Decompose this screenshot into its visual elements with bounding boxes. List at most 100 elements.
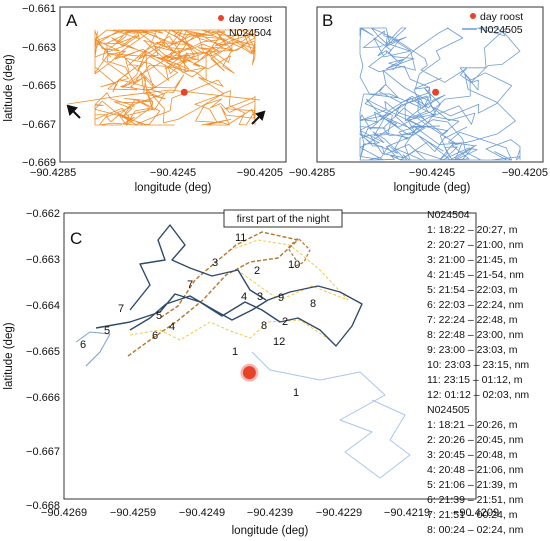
panel-a-legend-roost-label: day roost xyxy=(229,13,272,25)
panel-b-day-roost xyxy=(432,88,440,96)
panel-c-track-6 xyxy=(75,331,111,367)
panel-c-xtick: −90.4269 xyxy=(41,507,87,519)
segment-label: 4 xyxy=(169,321,175,333)
panel-c-title-box xyxy=(223,209,343,228)
panel-c-xtick: −90.4249 xyxy=(179,507,225,519)
panel-a-xlabel: longitude (deg) xyxy=(135,182,212,194)
panel-c: C first part of the night −0.662 −0.663 … xyxy=(3,208,529,537)
panel-c-track-1 xyxy=(251,351,411,479)
panel-c-letter: C xyxy=(70,229,82,248)
segment-label: 6 xyxy=(80,339,86,351)
panel-c-track-n024505-b xyxy=(129,224,267,311)
panel-c-xtick: −90.4259 xyxy=(110,507,156,519)
panel-a-ytick: −0.665 xyxy=(22,80,56,92)
panel-a-legend-track-label: N024504 xyxy=(229,27,272,39)
panel-c-ytick: −0.668 xyxy=(26,500,60,512)
panel-a-ytick: −0.669 xyxy=(22,157,56,169)
segment-label: 8 xyxy=(261,320,267,332)
info-entry: 8: 00:24 – 02:24, nm xyxy=(427,524,524,536)
segment-labels-n024505: 1 1 2 3 4 5 6 7 8 xyxy=(80,291,316,399)
panel-b-frame xyxy=(316,6,544,163)
segment-label: 7 xyxy=(118,303,124,315)
panel-b-legend-roost-label: day roost xyxy=(480,11,523,23)
segment-label: 3 xyxy=(212,257,218,269)
segment-labels-n024504: 2 3 4 5 6 7 8 9 10 11 12 xyxy=(152,232,300,348)
segment-label: 1 xyxy=(232,346,238,358)
panel-c-track-n024504 xyxy=(127,231,299,357)
info-entry: 2: 20:26 – 20:45, nm xyxy=(427,434,524,446)
info-entry: 4: 20:48 – 21:06, nm xyxy=(427,464,524,476)
panel-c-track-light-2 xyxy=(229,239,349,301)
panel-a-day-roost xyxy=(180,88,188,96)
panel-a-track xyxy=(94,29,256,126)
panel-c-ytick: −0.666 xyxy=(26,392,60,404)
segment-label: 3 xyxy=(257,291,263,303)
info-entry: 7: 21:51 – 00:24, m xyxy=(427,509,518,521)
panel-c-ytick: −0.663 xyxy=(26,254,60,266)
info-entry: 3: 20:45 – 20:48, m xyxy=(427,449,518,461)
tracks-layer xyxy=(67,27,521,479)
info-heading-n024505: N024505 xyxy=(427,404,470,416)
arrow-icon xyxy=(66,104,81,119)
segment-label: 7 xyxy=(187,279,193,291)
panel-c-track-light xyxy=(129,319,331,341)
info-entry: 10: 23:03 – 23:15, nm xyxy=(427,359,529,371)
panel-a-ytick: −0.667 xyxy=(22,119,56,131)
panel-c-frame xyxy=(63,212,477,500)
info-heading-n024504: N024504 xyxy=(427,209,470,221)
panel-b-xtick: −90.4245 xyxy=(409,167,455,179)
segment-label: 6 xyxy=(152,330,158,342)
panel-c-xtick: −90.4239 xyxy=(247,507,293,519)
panel-c-xlabel: longitude (deg) xyxy=(232,525,309,537)
info-entry: 6: 21:39 – 21:51, nm xyxy=(427,494,524,506)
info-entry: 12: 01:12 – 02:03, nm xyxy=(427,389,529,401)
panel-b: B −90.4285 −90.4245 −90.4205 longitude (… xyxy=(289,6,548,194)
info-entry: 11: 23:15 – 01:12, m xyxy=(427,374,523,386)
segment-label: 8 xyxy=(310,298,316,310)
segment-label: 5 xyxy=(104,325,110,337)
panel-c-ytick: −0.665 xyxy=(26,346,60,358)
panel-b-letter: B xyxy=(322,11,333,30)
panel-c-track-10 xyxy=(287,237,311,269)
panel-a-ytick: −0.663 xyxy=(22,42,56,54)
info-entry: 6: 22:03 – 22:24, nm xyxy=(427,299,524,311)
panel-c-xtick: −90.4229 xyxy=(316,507,362,519)
panel-b-xtick: −90.4205 xyxy=(502,167,548,179)
panel-c-track-n024505 xyxy=(95,285,363,347)
panel-c-ytick: −0.664 xyxy=(26,300,60,312)
panel-a-letter: A xyxy=(66,11,78,30)
panel-a: A −0.661 −0.663 −0.665 −0.667 −0.669 −90… xyxy=(3,3,287,194)
segment-label: 9 xyxy=(278,292,284,304)
info-list: N024504 1: 18:22 – 20:27, m 2: 20:27 – 2… xyxy=(427,209,529,536)
segment-label: 4 xyxy=(241,291,247,303)
panel-b-xtick: −90.4285 xyxy=(289,167,335,179)
info-entry: 4: 21:45 – 21-54, nm xyxy=(427,269,524,281)
info-entry: 8: 22:48 – 23:00, nm xyxy=(427,329,524,341)
panel-a-ytick: −0.661 xyxy=(22,3,56,15)
panel-b-track xyxy=(359,27,521,161)
info-entry: 9: 23:00 – 23:03, m xyxy=(427,344,518,356)
info-entry: 5: 21:06 – 21:39, m xyxy=(427,479,518,491)
panel-c-ytick: −0.667 xyxy=(26,446,60,458)
segment-label: 5 xyxy=(156,310,162,322)
panel-b-xlabel: longitude (deg) xyxy=(394,182,471,194)
panel-a-ylabel: latitude (deg) xyxy=(3,54,15,121)
arrow-icon xyxy=(251,110,266,125)
panel-a-xtick: −90.4205 xyxy=(237,167,283,179)
panel-a-frame xyxy=(59,6,287,163)
panel-b-legend-roost-marker xyxy=(470,13,476,19)
panel-a-xtick: −90.4285 xyxy=(30,167,76,179)
panel-c-ylabel: latitude (deg) xyxy=(3,322,15,389)
info-entry: 7: 22:24 – 22:48, m xyxy=(427,314,518,326)
panel-c-xtick: −90.4209 xyxy=(453,507,499,519)
segment-label: 10 xyxy=(288,259,300,271)
panel-a-track-tail xyxy=(67,89,261,105)
info-entry: 1: 18:22 – 20:27, m xyxy=(427,224,518,236)
panel-c-title: first part of the night xyxy=(237,213,330,225)
segment-label: 1 xyxy=(293,387,299,399)
segment-label: 11 xyxy=(235,232,246,244)
panel-a-legend-roost-marker xyxy=(218,15,224,21)
info-entry: 5: 21:54 – 22:03, m xyxy=(427,284,518,296)
info-entry: 2: 20:27 – 21:00, nm xyxy=(427,239,524,251)
